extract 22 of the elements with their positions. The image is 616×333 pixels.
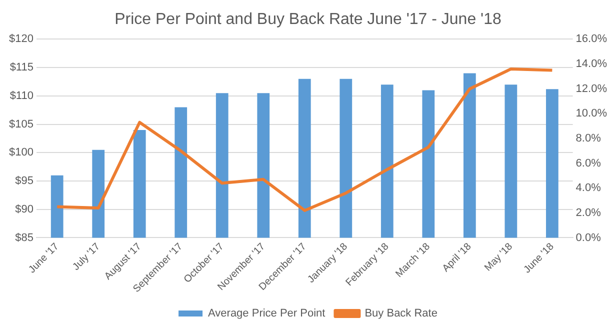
chart-title: Price Per Point and Buy Back Rate June '17 - June '18 <box>114 11 502 28</box>
legend-label: Buy Back Rate <box>364 308 438 320</box>
y-tick-label: $120 <box>8 33 34 46</box>
x-tick-label: May '18 <box>482 240 516 274</box>
y2-tick-label: 0.0% <box>576 232 602 244</box>
y2-tick-label: 16.0% <box>576 33 608 46</box>
y2-tick-label: 10.0% <box>576 108 608 120</box>
y2-tick-label: 8.0% <box>576 132 602 145</box>
x-tick-label: July '17 <box>70 240 103 273</box>
y-tick-label: $90 <box>15 203 34 216</box>
y-tick-label: $110 <box>10 90 34 102</box>
y-tick-label: $85 <box>15 232 34 244</box>
legend-label: Average Price Per Point <box>208 308 326 320</box>
y-tick-label: $100 <box>8 146 34 159</box>
y-tick-label: $105 <box>8 118 34 130</box>
y-tick-label: $115 <box>10 62 34 74</box>
y2-tick-label: 6.0% <box>576 157 602 170</box>
y2-tick-label: 4.0% <box>576 182 602 194</box>
y-tick-label: $95 <box>15 175 34 188</box>
y2-tick-label: 2.0% <box>576 206 602 219</box>
y2-tick-label: 14.0% <box>576 58 608 70</box>
y2-tick-label: 12.0% <box>576 82 608 95</box>
